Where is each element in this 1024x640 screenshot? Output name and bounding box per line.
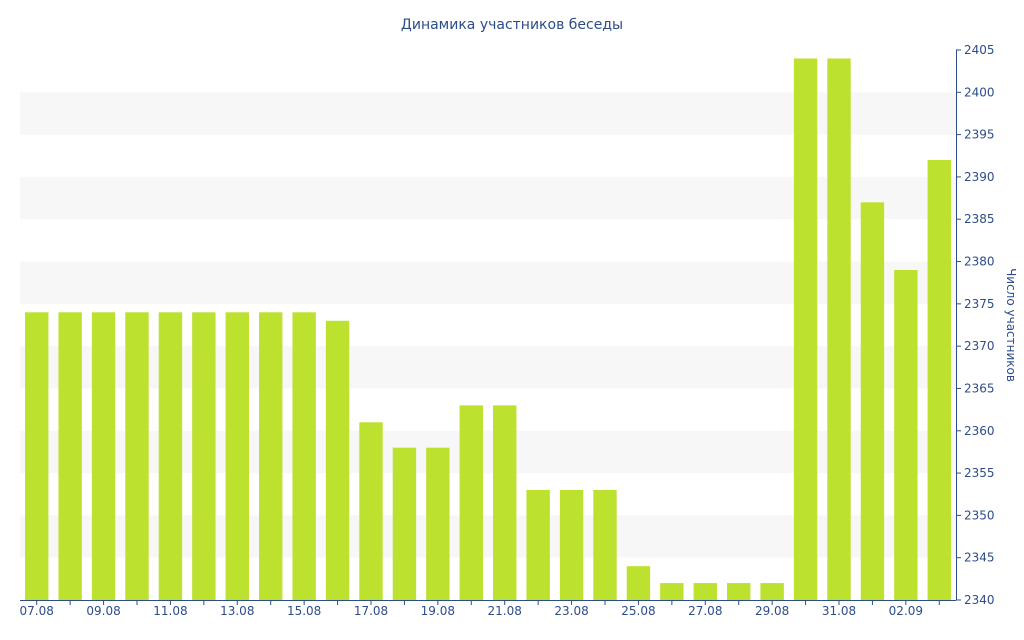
x-tick-label: 23.08 [554, 604, 588, 618]
x-tick-label: 29.08 [755, 604, 789, 618]
x-tick-label: 11.08 [153, 604, 187, 618]
y-tick-label: 2405 [964, 43, 995, 57]
bar-03.09 [927, 160, 951, 600]
y-axis-title: Число участников [1004, 268, 1018, 382]
bar-09.08 [91, 312, 116, 600]
bar-08.08 [58, 312, 82, 600]
y-tick-label: 2365 [964, 381, 995, 395]
bar-27.08 [693, 583, 717, 600]
bar-series [25, 58, 951, 601]
y-tick-label: 2390 [964, 170, 995, 184]
y-tick-label: 2360 [964, 424, 995, 438]
x-tick-label: 09.08 [86, 604, 120, 618]
x-tick-label: 27.08 [688, 604, 722, 618]
bar-23.08 [559, 490, 584, 600]
y-tick-label: 2385 [964, 212, 995, 226]
y-tick-label: 2400 [964, 85, 995, 99]
x-tick-label: 17.08 [354, 604, 388, 618]
x-tick-label: 25.08 [621, 604, 655, 618]
y-tick-label: 2370 [964, 339, 995, 353]
y-tick-label: 2345 [964, 551, 995, 565]
bar-18.08 [392, 447, 417, 600]
bar-17.08 [359, 422, 383, 600]
bar-02.09 [894, 270, 918, 600]
bar-15.08 [292, 312, 316, 600]
bar-26.08 [660, 583, 684, 600]
bar-16.08 [325, 320, 350, 600]
y-tick-label: 2350 [964, 508, 995, 522]
bar-07.08 [25, 312, 49, 600]
x-tick-label: 02.09 [889, 604, 923, 618]
bar-30.08 [793, 58, 818, 600]
bar-11.08 [158, 312, 183, 600]
y-tick-label: 2395 [964, 128, 995, 142]
y-tick-label: 2355 [964, 466, 995, 480]
bar-12.08 [192, 312, 216, 600]
x-axis: 07.08 09.08 11.08 13.08 15.08 17.08 19.08 21.08… [20, 600, 956, 618]
bar-28.08 [727, 583, 751, 600]
y-tick-label: 2375 [964, 297, 995, 311]
bar-14.08 [259, 312, 283, 600]
x-tick-label: 13.08 [220, 604, 254, 618]
bar-22.08 [526, 490, 550, 600]
x-tick-label: 15.08 [287, 604, 321, 618]
x-tick-label: 07.08 [20, 604, 54, 618]
bar-01.09 [860, 202, 885, 601]
bar-25.08 [626, 566, 651, 600]
bar-19.08 [426, 447, 450, 600]
bar-29.08 [760, 583, 784, 600]
x-tick-label: 21.08 [488, 604, 522, 618]
y-axis: 2340 2345 2350 2355 2360 2365 2370 2375 2380 2385… [956, 43, 995, 607]
x-tick-label: 31.08 [822, 604, 856, 618]
bar-21.08 [493, 405, 517, 600]
y-tick-label: 2340 [964, 593, 995, 607]
bar-31.08 [827, 58, 851, 600]
x-tick-label: 19.08 [421, 604, 455, 618]
bar-24.08 [593, 490, 617, 600]
bar-10.08 [125, 312, 149, 600]
chart-title: Динамика участников беседы [401, 17, 623, 33]
bar-13.08 [225, 312, 249, 600]
y-tick-label: 2380 [964, 255, 995, 269]
bar-20.08 [459, 405, 483, 600]
